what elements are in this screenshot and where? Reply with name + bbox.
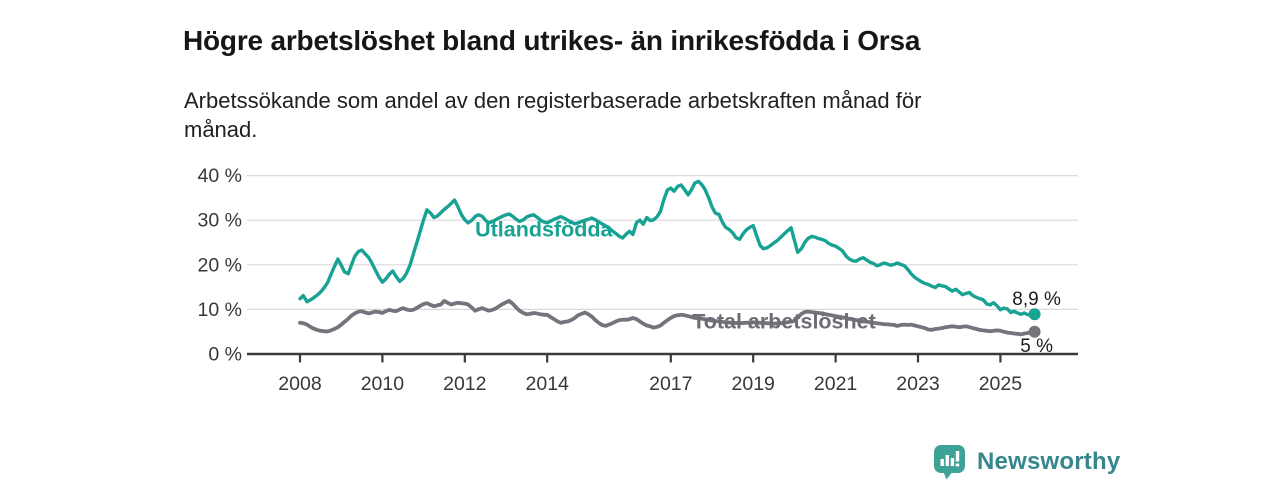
svg-text:2014: 2014 xyxy=(526,373,570,395)
brand-name: Newsworthy xyxy=(977,447,1121,475)
brand-logo: Newsworthy xyxy=(931,443,1120,480)
svg-text:5 %: 5 % xyxy=(1020,336,1053,357)
chart-subtitle: Arbetssökande som andel av den registerb… xyxy=(184,88,922,142)
svg-text:2012: 2012 xyxy=(443,373,486,395)
svg-text:2025: 2025 xyxy=(979,373,1023,395)
svg-text:20 %: 20 % xyxy=(198,254,242,276)
svg-text:30 %: 30 % xyxy=(198,210,242,232)
svg-text:2017: 2017 xyxy=(649,373,692,395)
svg-text:8,9 %: 8,9 % xyxy=(1012,289,1061,310)
svg-text:2008: 2008 xyxy=(278,373,321,395)
svg-text:10 %: 10 % xyxy=(198,299,242,321)
chart-title: Högre arbetslöshet bland utrikes- än inr… xyxy=(183,24,921,56)
bar-chart-speech-bubble-icon xyxy=(934,445,965,480)
chart-area: 2008 2010 2012 2014 2017 2019 2021 2023 2025 40 %… xyxy=(185,158,1090,405)
svg-text:0 %: 0 % xyxy=(208,344,242,366)
svg-text:Total arbetslöshet: Total arbetslöshet xyxy=(692,309,876,333)
svg-text:2023: 2023 xyxy=(896,373,939,395)
svg-text:2019: 2019 xyxy=(732,373,775,395)
svg-text:40 %: 40 % xyxy=(198,165,242,187)
svg-text:Utlandsfödda: Utlandsfödda xyxy=(475,218,613,242)
svg-text:2021: 2021 xyxy=(814,373,857,395)
svg-text:2010: 2010 xyxy=(361,373,405,395)
line-chart: 2008 2010 2012 2014 2017 2019 2021 2023 2025 40 %… xyxy=(198,165,1078,395)
